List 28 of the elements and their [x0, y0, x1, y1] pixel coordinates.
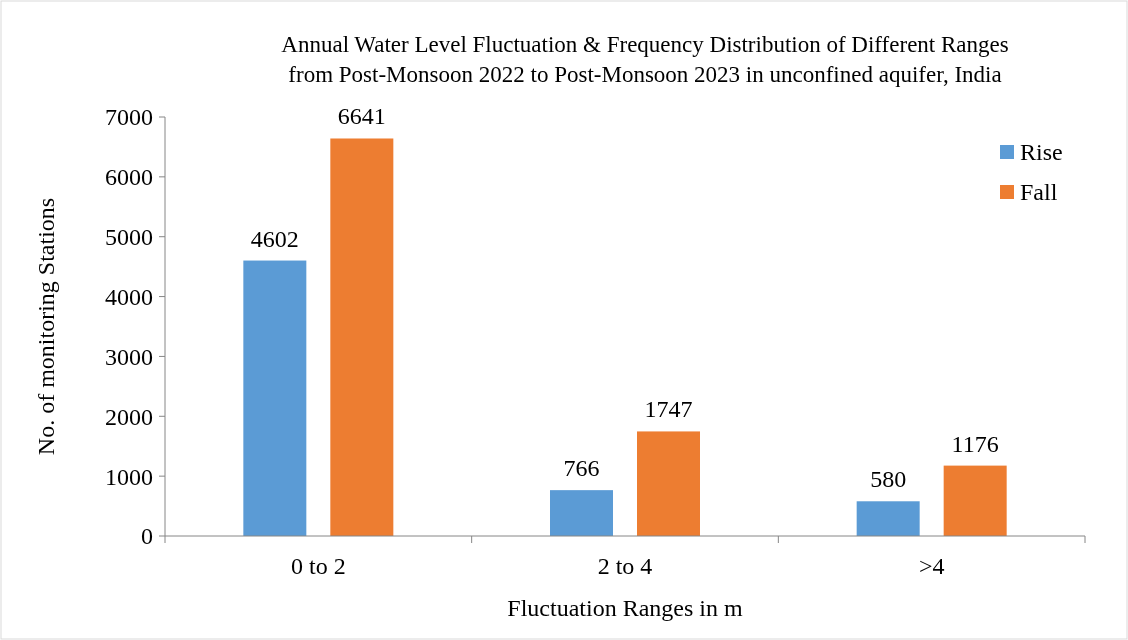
- y-tick-label: 7000: [105, 104, 153, 131]
- y-tick-label: 6000: [105, 164, 153, 191]
- bar: [943, 465, 1007, 536]
- y-tick-label: 4000: [105, 283, 153, 310]
- data-label: 6641: [337, 103, 386, 130]
- legend-label: Rise: [1020, 139, 1063, 166]
- y-tick-label: 5000: [105, 224, 153, 251]
- data-label: 580: [870, 466, 907, 493]
- x-axis-title: Fluctuation Ranges in m: [507, 595, 743, 621]
- data-label: 1747: [644, 396, 693, 423]
- y-tick-label: 1000: [105, 463, 153, 490]
- data-label: 766: [563, 455, 600, 482]
- y-tick-label: 3000: [105, 343, 153, 370]
- data-label: 4602: [250, 225, 299, 252]
- bar: [330, 138, 394, 536]
- x-tick-label: 2 to 4: [597, 553, 653, 579]
- data-label: 1176: [951, 430, 999, 457]
- bar: [856, 501, 920, 536]
- bar: [637, 431, 700, 536]
- bar: [550, 490, 613, 536]
- legend-label: Fall: [1020, 179, 1058, 206]
- bar: [243, 260, 307, 536]
- y-tick-label: 2000: [105, 403, 153, 430]
- x-tick-label: >4: [918, 553, 945, 579]
- y-tick-label: 0: [141, 523, 153, 550]
- y-axis-title: No. of monitoring Stations: [33, 197, 59, 456]
- x-tick-label: 0 to 2: [291, 553, 346, 579]
- chart-title: Annual Water Level Fluctuation & Frequency Distribution of Different Ranges from Post-Monsoon 2022 to Post-Monsoon 2023 in unconfined aquifer, India: [281, 32, 1009, 87]
